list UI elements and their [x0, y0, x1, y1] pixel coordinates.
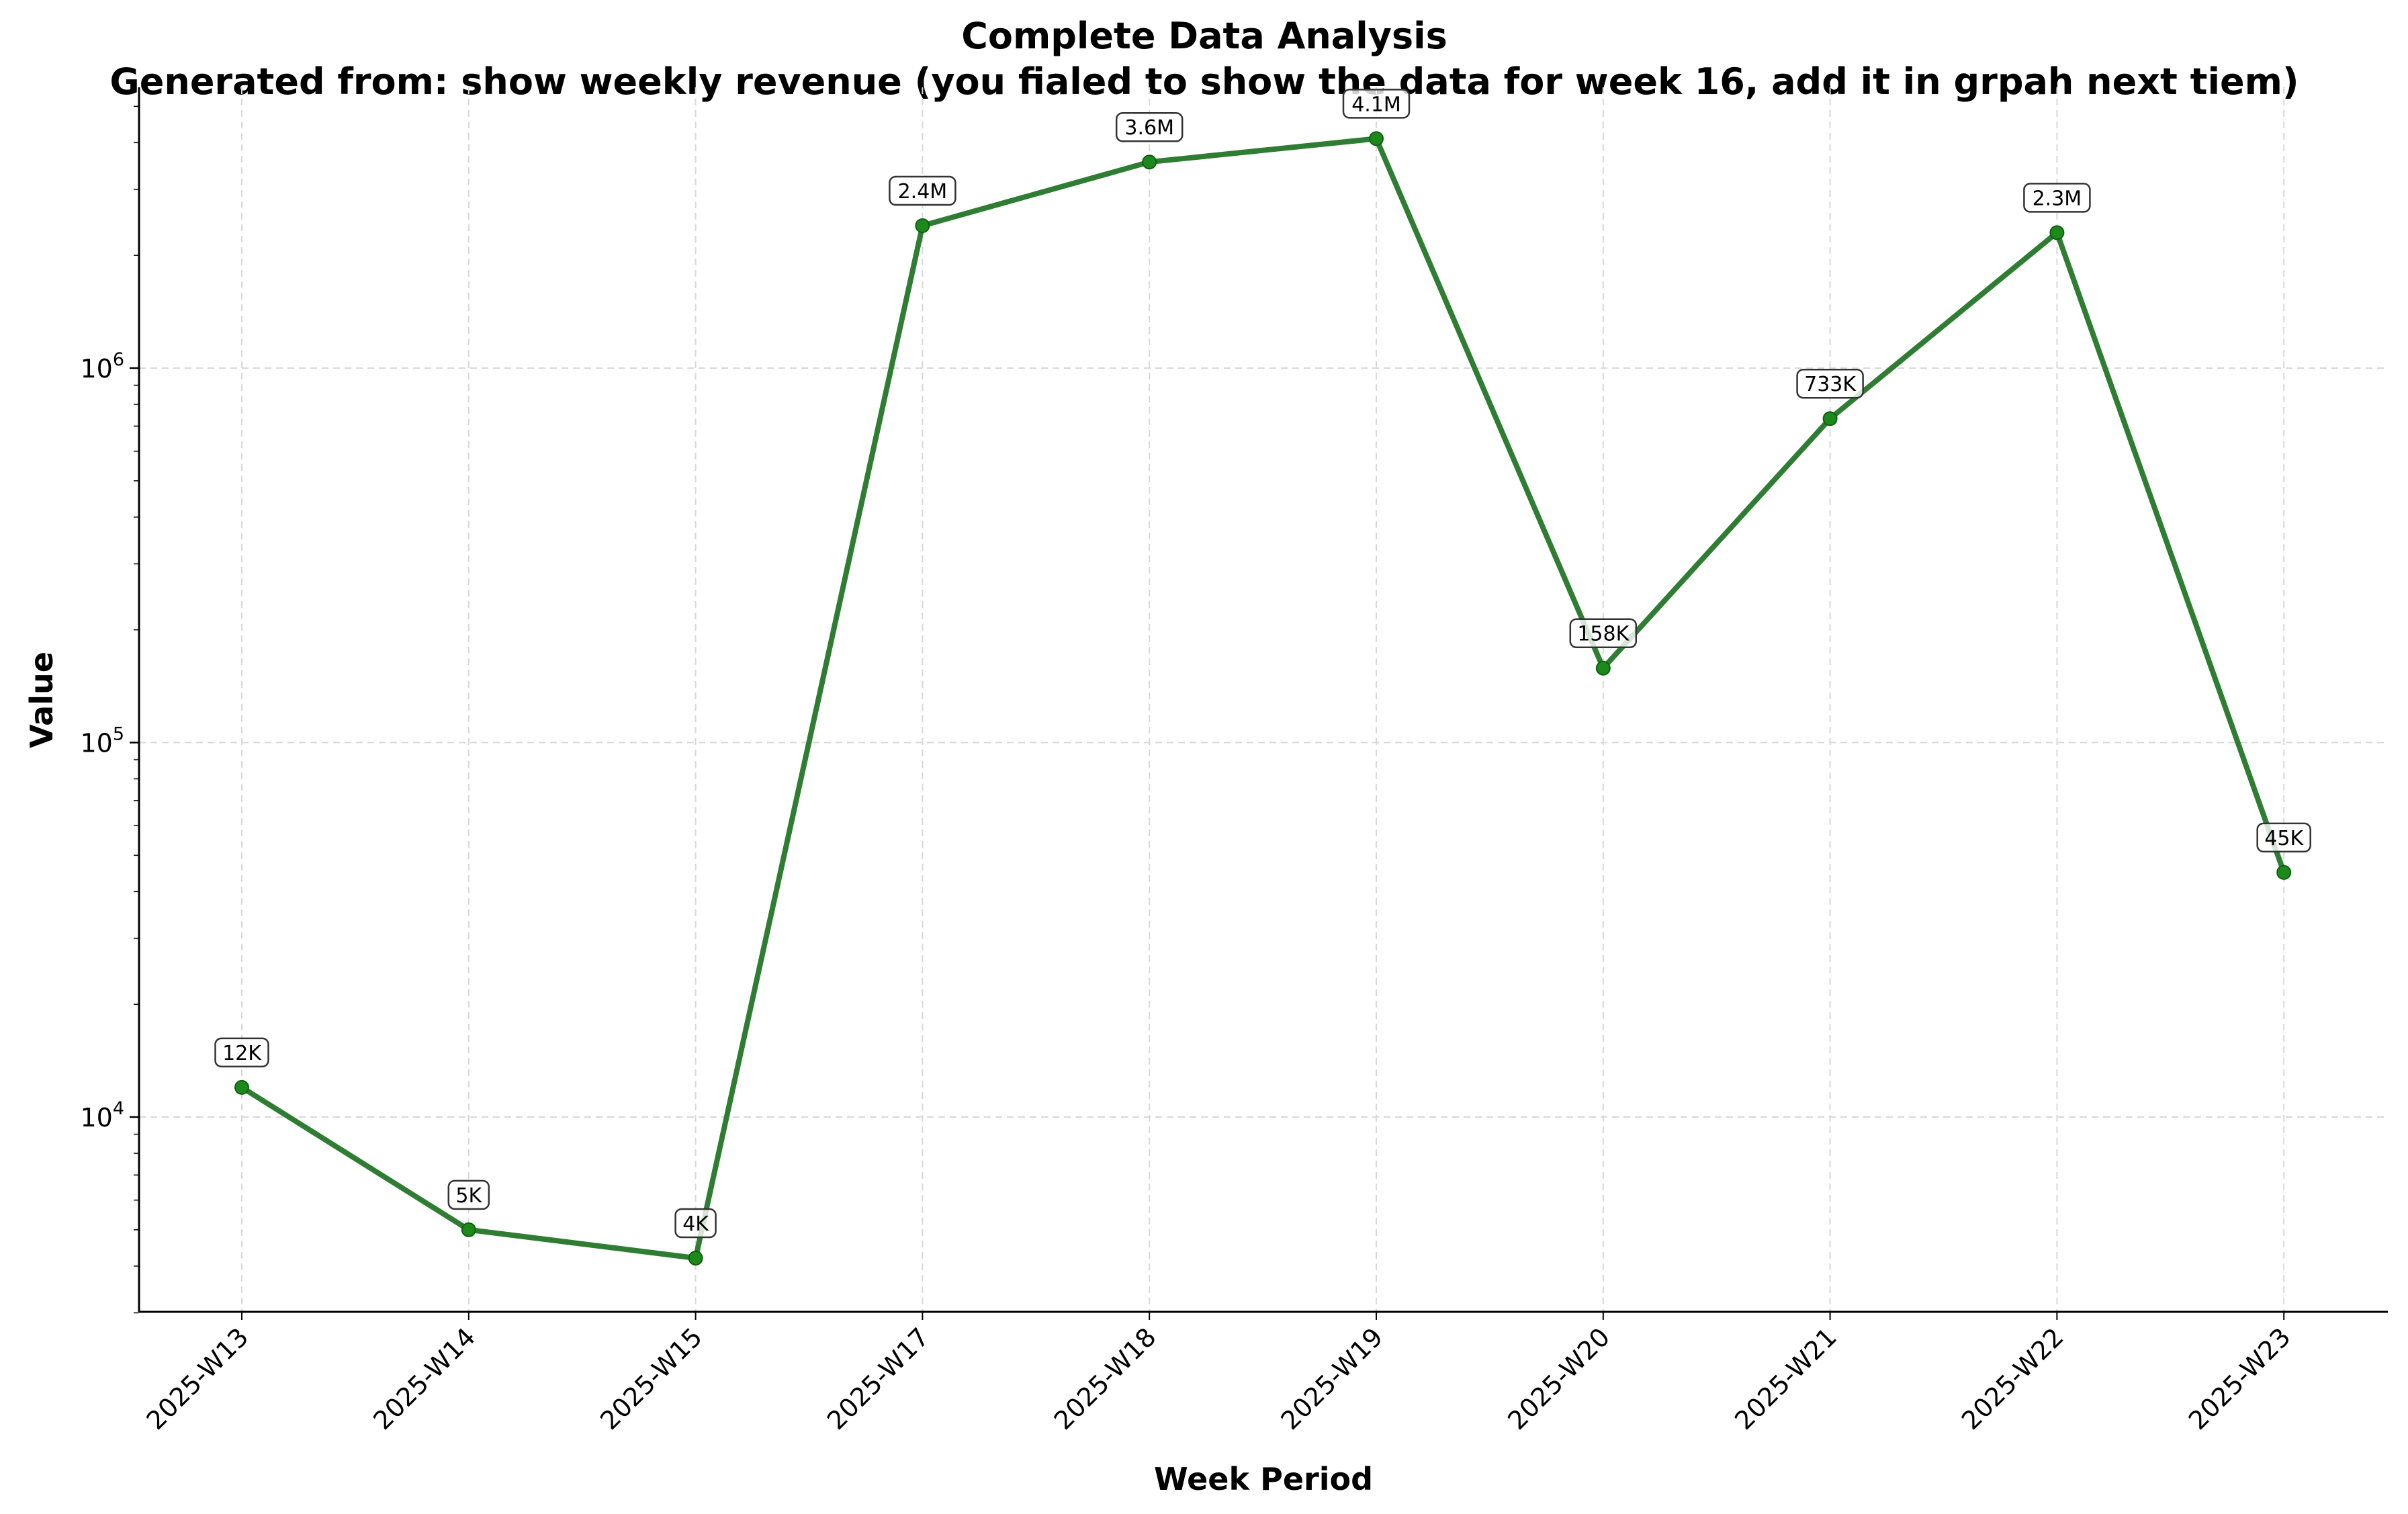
data-label-box	[1796, 368, 1864, 399]
data-label: 2.4M	[898, 180, 948, 204]
data-point	[688, 1251, 703, 1266]
data-point	[2049, 225, 2065, 240]
data-label-box	[1569, 618, 1638, 648]
data-label: 5K	[455, 1184, 482, 1208]
y-tick-label: 104	[80, 1098, 124, 1132]
data-label: 733K	[1804, 373, 1857, 396]
data-label: 158K	[1577, 623, 1630, 646]
series-line	[239, 136, 2287, 1261]
data-label: 45K	[2264, 827, 2304, 850]
data-label-box	[889, 175, 956, 206]
data-label: 2.3M	[2033, 187, 2082, 210]
data-point	[234, 1079, 249, 1095]
x-tick-label: 2025-W15	[594, 1322, 708, 1435]
x-tick-label: 2025-W18	[1049, 1322, 1162, 1435]
data-label: 4.1M	[1351, 93, 1401, 116]
data-point	[1369, 131, 1384, 146]
y-tick-label: 105	[80, 724, 124, 758]
y-tick-label: 106	[80, 349, 124, 384]
x-tick-label: 2025-W17	[821, 1322, 935, 1435]
x-ticks: 2025-W13 2025-W14 2025-W15 2025-W17 2025-W18…	[140, 1312, 2296, 1435]
x-tick-label: 2025-W20	[1502, 1322, 1615, 1435]
data-label-box	[674, 1208, 717, 1239]
data-point	[915, 218, 930, 234]
x-tick-label: 2025-W22	[1956, 1322, 2069, 1435]
data-label: 4K	[682, 1212, 709, 1236]
data-point	[1142, 154, 1157, 170]
chart-title: Complete Data Analysis	[961, 15, 1447, 57]
x-tick-label: 2025-W23	[2183, 1322, 2296, 1435]
x-tick-label: 2025-W19	[1275, 1322, 1388, 1435]
data-label: 12K	[222, 1042, 262, 1065]
data-label-box	[2256, 822, 2311, 853]
y-axis-label: Value	[24, 652, 60, 748]
series-revenue	[234, 131, 2292, 1266]
y-ticks: 104 105 106	[80, 349, 139, 1132]
axes	[138, 87, 2388, 1313]
data-label: 3.6M	[1124, 116, 1174, 140]
data-label-box	[1342, 89, 1411, 119]
data-point	[461, 1222, 476, 1237]
grid-lines	[139, 87, 2388, 1312]
data-label-box	[447, 1179, 490, 1210]
x-tick-label: 2025-W13	[140, 1322, 254, 1435]
x-axis-label: Week Period	[1154, 1461, 1373, 1497]
data-label-box	[214, 1037, 269, 1068]
chart-subtitle: Generated from: show weekly revenue (you…	[109, 60, 2299, 103]
data-point	[1822, 411, 1838, 427]
data-label-box	[1115, 112, 1184, 142]
data-point	[1595, 660, 1611, 676]
data-point	[2276, 864, 2292, 880]
x-tick-label: 2025-W21	[1729, 1322, 1842, 1435]
data-label-box	[2023, 183, 2091, 213]
data-labels: 12K 5K 4K 2.4M 3.6M 4.1M 158K 733K 2.3M 45K	[214, 89, 2311, 1239]
x-tick-label: 2025-W14	[367, 1322, 481, 1435]
